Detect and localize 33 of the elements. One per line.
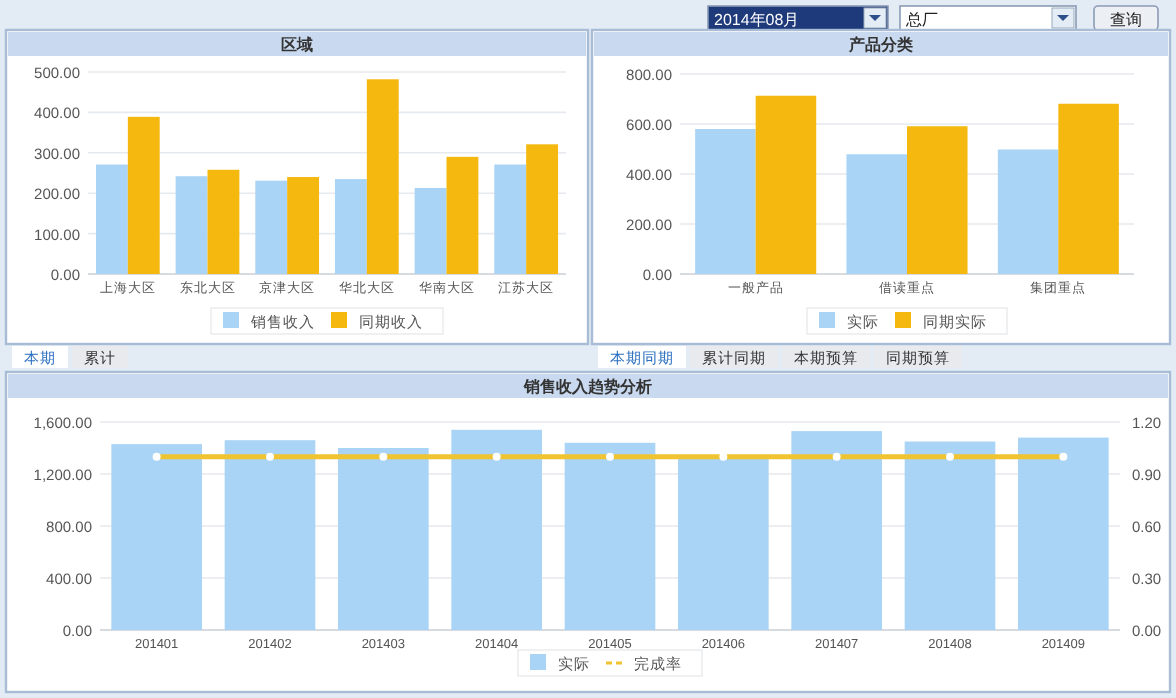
bar <box>695 129 756 274</box>
bar <box>287 177 320 274</box>
bar <box>207 169 240 274</box>
bar <box>366 79 399 274</box>
text: 2014年08月 <box>714 11 800 29</box>
bar <box>1058 103 1119 274</box>
bar <box>997 149 1059 274</box>
bar <box>451 429 542 630</box>
bar <box>334 179 367 274</box>
bar <box>414 187 447 274</box>
bar <box>338 448 429 630</box>
bar <box>791 431 882 630</box>
bar <box>526 144 559 274</box>
bar <box>678 458 769 630</box>
bar <box>127 116 160 274</box>
bar <box>904 441 996 630</box>
bar <box>846 154 907 274</box>
bar <box>111 444 202 630</box>
bar <box>224 440 316 630</box>
bar <box>95 164 128 274</box>
bar <box>564 442 656 630</box>
bar <box>755 95 817 274</box>
bar <box>494 164 527 274</box>
bar <box>1018 437 1109 630</box>
bar <box>907 126 968 274</box>
text: 查询 <box>1110 11 1142 29</box>
chart-title: 区域 <box>281 36 313 54</box>
chart-title: 销售收入趋势分析 <box>522 378 652 396</box>
bar <box>175 176 208 274</box>
chart-title: 产品分类 <box>847 36 913 54</box>
text: 总厂 <box>904 11 938 29</box>
bar <box>255 180 288 274</box>
bar <box>446 156 479 274</box>
